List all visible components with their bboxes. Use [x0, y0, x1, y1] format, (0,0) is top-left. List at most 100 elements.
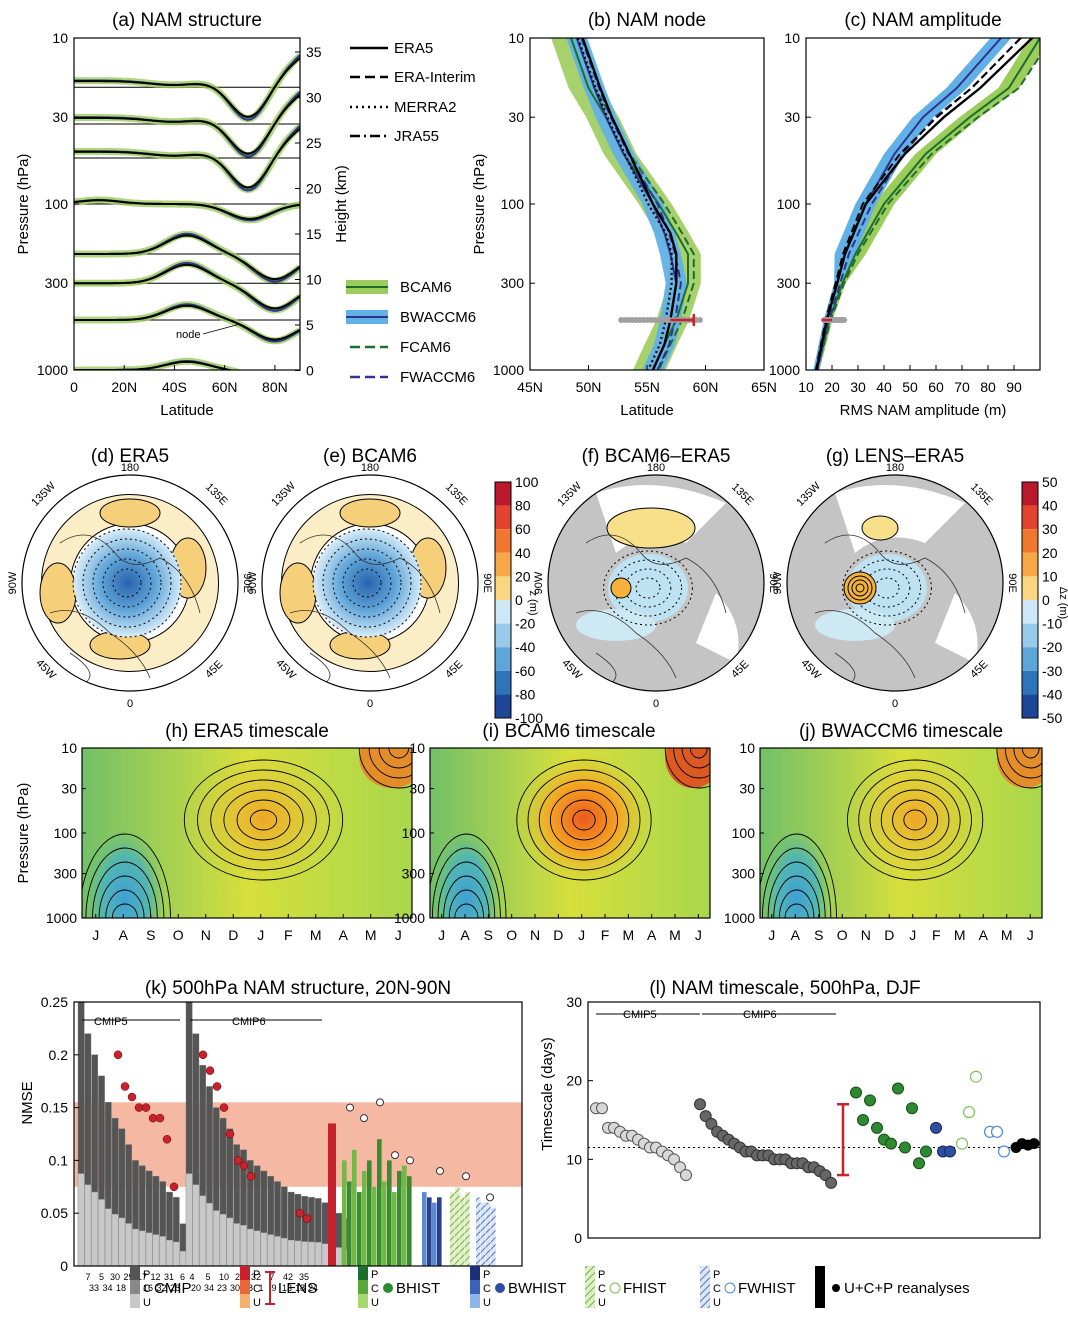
colorbar-cell	[495, 529, 511, 553]
polar-field-f	[548, 475, 764, 691]
b-era5-line	[581, 38, 678, 370]
legend-swatch	[585, 1280, 595, 1294]
colorbar-tick: -20	[1042, 639, 1062, 655]
polar-frame	[261, 474, 479, 692]
colorbar-cell	[1022, 694, 1038, 718]
ts-contour	[1021, 748, 1040, 759]
neg-contour	[102, 558, 152, 608]
neg-contour	[92, 548, 162, 618]
neg-anom	[815, 609, 895, 641]
legend-puc: U	[371, 1297, 379, 1309]
lbl-180: 180	[361, 462, 379, 474]
node-label: node	[176, 329, 200, 341]
k-model-id: 28	[170, 1283, 180, 1293]
k-cmip5-bar-u	[166, 1239, 173, 1267]
ts-contour	[527, 769, 641, 871]
k-ytick-label: 0.1	[49, 1152, 69, 1168]
legend-swatch	[130, 1280, 140, 1294]
colorbar-tick: 80	[515, 498, 531, 514]
k-bhist-bar	[372, 1186, 377, 1266]
ts-contour	[516, 759, 652, 881]
ts-xtick-label: N	[201, 927, 211, 943]
panel-l: (l) NAM timescale, 500hPa, DJF 0 10 20 30 T…	[539, 978, 1041, 1246]
lbl-90w: 90W	[772, 571, 784, 594]
a-era5-line	[74, 94, 300, 155]
legend-swatch	[130, 1266, 140, 1280]
c-ytick-label: 100	[777, 196, 801, 212]
k-cmip6-bar-u	[192, 1184, 200, 1267]
ts-contour	[1013, 748, 1042, 769]
b-bcam6-band	[551, 38, 701, 370]
k-model-id: 7	[269, 1272, 274, 1282]
legend-swatch	[130, 1294, 140, 1308]
k-model-id: 24	[308, 1283, 318, 1293]
neg-contour	[352, 568, 382, 598]
k-fhist-bar	[465, 1192, 470, 1266]
k-cmip5: CMIP5	[94, 1016, 128, 1028]
l-bhist-dot	[920, 1145, 932, 1158]
l-bhist-dot	[899, 1141, 911, 1154]
neg-contour	[842, 550, 932, 626]
k-lens-dot	[246, 1171, 256, 1181]
neg-anom	[608, 554, 688, 622]
k-bhist-bar	[367, 1160, 372, 1266]
lbl-45e: 45E	[968, 658, 990, 680]
k-cmip5-bar-u	[77, 1173, 85, 1267]
ts-hot-corner	[996, 748, 1042, 788]
insignificant-area	[696, 593, 739, 663]
k-cmip6-bar-u	[199, 1195, 207, 1267]
neg-contour	[332, 548, 402, 618]
ts-xtick-label: J	[257, 927, 264, 943]
ts-contour	[448, 889, 485, 918]
ts-contour	[210, 779, 317, 861]
ts-ytick-label: 1000	[46, 910, 77, 926]
insignificant-area	[935, 593, 978, 663]
ts-ytick-label: 100	[54, 825, 78, 841]
colorbar-tick: -40	[1042, 686, 1062, 702]
ts-ytick-label: 1000	[724, 910, 755, 926]
legend-swatch	[585, 1294, 595, 1308]
colorbar-tick: 20	[1042, 545, 1058, 561]
lbl-90w: 90W	[247, 571, 259, 594]
ts-field	[430, 748, 710, 918]
colorbar-cell	[495, 647, 511, 671]
polar-title-d: (d) ERA5	[91, 446, 169, 467]
colorbar-1: 100 80 60 40 20 0 -20 -40 -60 -80 -100 z (m)	[494, 474, 543, 726]
l-bhist-dot	[913, 1157, 925, 1170]
ts-hot	[844, 748, 986, 888]
k-lens-dot	[120, 1082, 130, 1091]
k-cmip5-bar-u	[138, 1230, 146, 1267]
lbl-90e: 90E	[481, 573, 493, 593]
legend-entry: PCU BWHIST	[470, 1266, 566, 1309]
colorbar-tick: -20	[515, 616, 535, 632]
ts-contour	[767, 861, 826, 918]
ts-xtick-label: J	[1027, 927, 1034, 943]
b-ytick-label: 100	[501, 196, 525, 212]
ts-contour	[388, 748, 410, 759]
lbl-135e: 135E	[443, 481, 470, 508]
a-era5-line	[74, 199, 300, 220]
lbl-180: 180	[886, 462, 904, 474]
k-cmip6: CMIP6	[232, 1016, 266, 1028]
colorbar-tick: -60	[515, 663, 535, 679]
a-era5-line	[74, 57, 300, 118]
k-ytick-label: 0.05	[41, 1205, 68, 1221]
lbl-45e: 45E	[729, 658, 751, 680]
ts-xtick-label: A	[791, 927, 801, 943]
lbl-0: 0	[367, 698, 373, 710]
k-cmip6-bar-u	[301, 1241, 309, 1267]
panel-j: (j) BWACCM6 timescale J A S O N D J F M A M J103010…	[724, 721, 1043, 943]
ts-contour	[223, 789, 304, 851]
l-fwhist-dot	[990, 1125, 1004, 1138]
polar-field-e	[262, 475, 478, 691]
ts-contour	[773, 875, 821, 918]
ts-contour	[183, 759, 344, 881]
ts-xtick-label: D	[228, 927, 238, 943]
k-bhist-bar	[357, 1192, 362, 1266]
lbl-135w: 135W	[29, 480, 58, 509]
ts-contour	[431, 847, 501, 918]
legend-swatch	[700, 1294, 710, 1308]
bottom-legend: PCUCMIPPCULENSPCUBHISTPCUBWHISTPCUFHISTP…	[130, 1266, 970, 1309]
panel-a-ylabel: Pressure (hPa)	[15, 154, 32, 255]
